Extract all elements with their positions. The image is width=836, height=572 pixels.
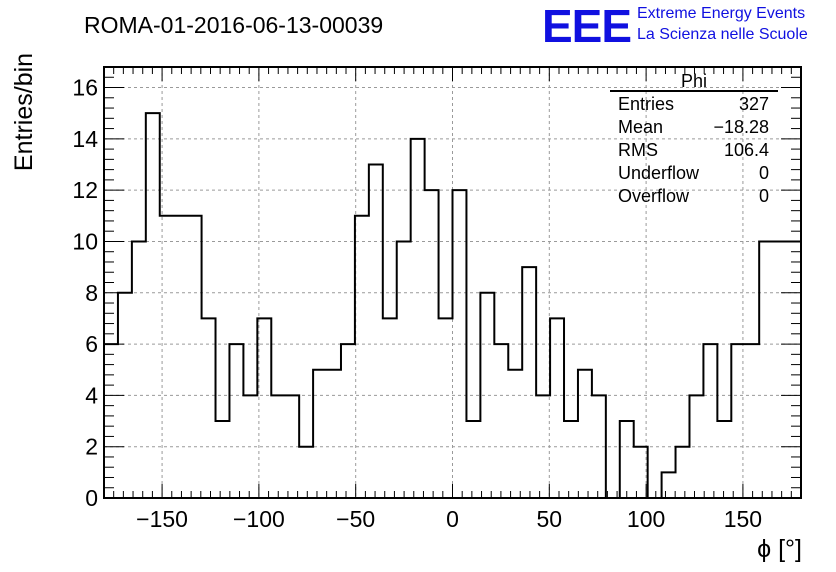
stats-value: −18.28 [713, 117, 769, 137]
stats-value: 0 [759, 163, 769, 183]
y-tick-label: 4 [85, 382, 98, 408]
x-tick-label: 100 [627, 506, 665, 532]
logo-line-2: La Scienza nelle Scuole [637, 26, 808, 43]
stats-label: Mean [618, 117, 663, 137]
y-axis-label: Entries/bin [10, 53, 38, 171]
histogram-bars [104, 112, 801, 499]
stats-value: 327 [739, 94, 769, 114]
histogram-outline [104, 112, 801, 499]
y-tick-label: 0 [85, 485, 98, 511]
y-tick-label: 12 [72, 177, 98, 203]
y-tick-label: 14 [72, 126, 98, 152]
x-tick-label: 50 [537, 506, 563, 532]
y-tick-label: 2 [85, 434, 98, 460]
stats-label: Overflow [618, 186, 690, 206]
stats-label: RMS [618, 140, 658, 160]
x-tick-label: 0 [446, 506, 459, 532]
stats-rows: Entries 327 Mean −18.28 RMS 106.4 Underflow 0 Ov… [618, 94, 769, 206]
stats-label: Entries [618, 94, 674, 114]
axis-ticks [104, 67, 802, 499]
y-tick-label: 10 [72, 228, 98, 254]
x-tick-label: 150 [724, 506, 762, 532]
stats-value: 0 [759, 186, 769, 206]
tick-labels: −150 −100 −50 0 50 100 150 0 2 4 6 8 10 12 14 16 [72, 75, 762, 532]
stats-value: 106.4 [724, 140, 769, 160]
logo-line-1: Extreme Energy Events [637, 5, 805, 22]
y-tick-label: 6 [85, 331, 98, 357]
chart-title: ROMA-01-2016-06-13-00039 [84, 12, 383, 38]
eee-logo: EEE [542, 0, 631, 52]
y-tick-label: 8 [85, 280, 98, 306]
x-tick-label: −150 [136, 506, 188, 532]
x-tick-label: −50 [336, 506, 375, 532]
stats-box: Phi Entries 327 Mean −18.28 RMS 106.4 Underflo… [610, 71, 778, 206]
x-axis-label: ϕ [°] [757, 535, 802, 563]
stats-title: Phi [681, 71, 707, 91]
y-tick-label: 16 [72, 75, 98, 101]
x-tick-label: −100 [233, 506, 285, 532]
stats-label: Underflow [618, 163, 700, 183]
